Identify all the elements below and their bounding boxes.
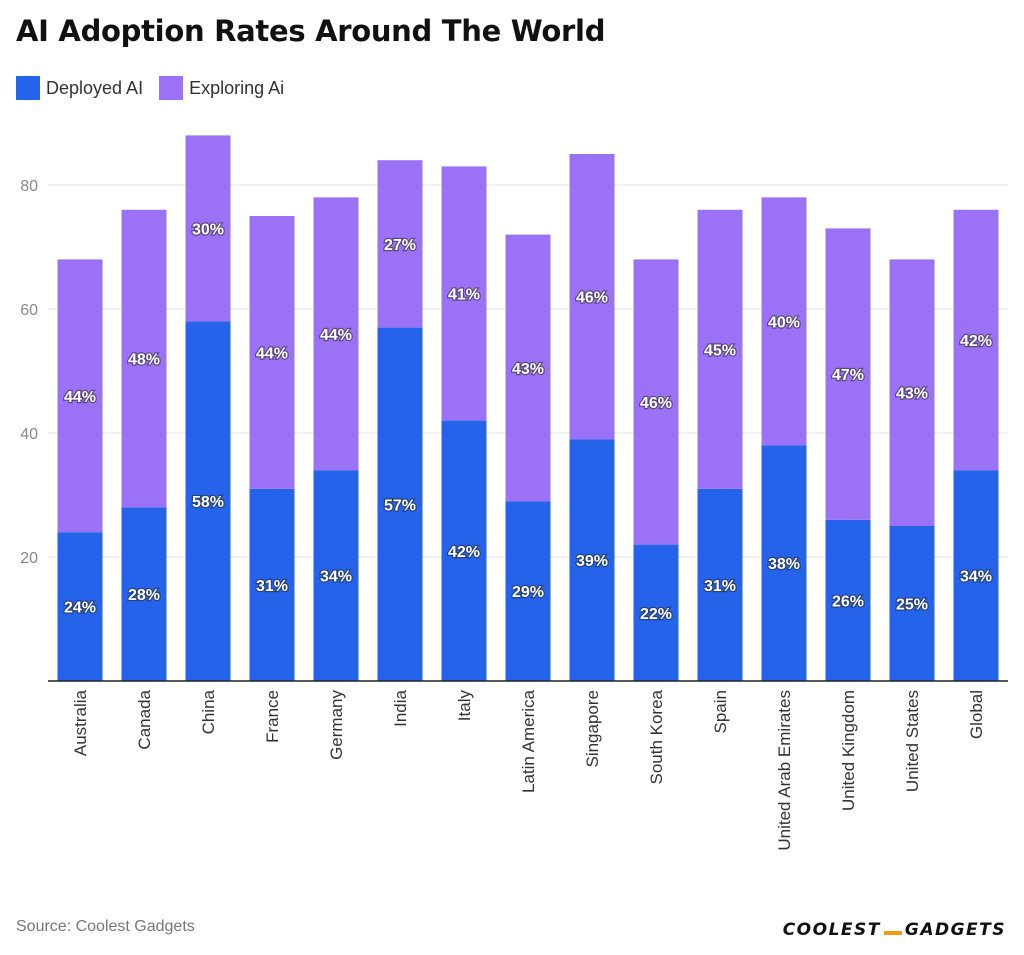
bar-deployed-ai-13 bbox=[889, 526, 935, 681]
x-tick-label-13: United States bbox=[903, 690, 922, 792]
legend-swatch-exploring bbox=[159, 76, 184, 100]
data-label-deployed-ai-0: 24% bbox=[64, 600, 96, 617]
x-tick-label-14: Global bbox=[967, 690, 986, 739]
data-label-exploring-ai-11: 40% bbox=[768, 314, 800, 331]
bar-exploring-ai-7 bbox=[505, 234, 551, 502]
bar-deployed-ai-0 bbox=[57, 532, 103, 681]
legend: Deployed AI Exploring Ai bbox=[16, 76, 284, 100]
data-label-exploring-ai-10: 45% bbox=[704, 342, 736, 359]
bar-deployed-ai-6 bbox=[441, 420, 487, 681]
data-label-exploring-ai-6: 41% bbox=[448, 287, 480, 304]
bar-exploring-ai-14 bbox=[953, 209, 999, 471]
bar-exploring-ai-9 bbox=[633, 259, 679, 545]
bar-exploring-ai-3 bbox=[249, 216, 295, 489]
brand-logo: COOLEST GADGETS bbox=[783, 920, 1006, 940]
bar-deployed-ai-12 bbox=[825, 519, 871, 681]
x-tick-label-0: Australia bbox=[71, 689, 90, 756]
legend-item-deployed: Deployed AI bbox=[16, 76, 143, 100]
legend-label-exploring: Exploring Ai bbox=[189, 77, 285, 98]
data-label-exploring-ai-14: 42% bbox=[960, 333, 992, 350]
y-tick-label-80: 80 bbox=[20, 178, 38, 195]
data-label-deployed-ai-4: 34% bbox=[320, 569, 352, 586]
bar-deployed-ai-10 bbox=[697, 488, 743, 681]
x-tick-label-7: Latin America bbox=[519, 689, 538, 793]
brand-word-2: GADGETS bbox=[904, 920, 1006, 940]
x-tick-label-10: Spain bbox=[711, 690, 730, 733]
stacked-bar-chart: 20 40 60 80 24% 44% Australia 28% 48% Canada 58% 30… bbox=[20, 135, 1008, 851]
y-tick-label-60: 60 bbox=[20, 302, 38, 319]
bar-deployed-ai-14 bbox=[953, 470, 999, 681]
source-note: Source: Coolest Gadgets bbox=[16, 918, 195, 935]
x-tick-label-11: United Arab Emirates bbox=[775, 690, 794, 851]
bar-deployed-ai-9 bbox=[633, 544, 679, 681]
data-label-deployed-ai-13: 25% bbox=[896, 597, 928, 614]
data-label-exploring-ai-0: 44% bbox=[64, 389, 96, 406]
bar-exploring-ai-1 bbox=[121, 209, 167, 508]
bar-deployed-ai-5 bbox=[377, 327, 423, 681]
data-label-deployed-ai-10: 31% bbox=[704, 578, 736, 595]
x-tick-label-12: United Kingdom bbox=[839, 690, 858, 811]
x-tick-label-3: France bbox=[263, 690, 282, 743]
data-label-exploring-ai-8: 46% bbox=[576, 290, 608, 307]
brand-dash bbox=[883, 931, 902, 935]
data-label-exploring-ai-9: 46% bbox=[640, 395, 672, 412]
bar-exploring-ai-11 bbox=[761, 197, 807, 446]
data-label-deployed-ai-2: 58% bbox=[192, 494, 224, 511]
bar-exploring-ai-12 bbox=[825, 228, 871, 520]
x-tick-label-2: China bbox=[199, 689, 218, 734]
bar-exploring-ai-8 bbox=[569, 154, 615, 440]
bar-deployed-ai-7 bbox=[505, 501, 551, 681]
data-label-exploring-ai-13: 43% bbox=[896, 386, 928, 403]
data-label-exploring-ai-1: 48% bbox=[128, 352, 160, 369]
data-label-exploring-ai-12: 47% bbox=[832, 367, 864, 384]
bar-exploring-ai-0 bbox=[57, 259, 103, 533]
bar-exploring-ai-4 bbox=[313, 197, 359, 471]
data-label-deployed-ai-14: 34% bbox=[960, 569, 992, 586]
bar-deployed-ai-2 bbox=[185, 321, 231, 681]
x-tick-label-4: Germany bbox=[327, 690, 346, 760]
bar-deployed-ai-3 bbox=[249, 488, 295, 681]
bar-exploring-ai-6 bbox=[441, 166, 487, 421]
bar-deployed-ai-8 bbox=[569, 439, 615, 681]
x-tick-label-1: Canada bbox=[135, 689, 154, 749]
data-label-exploring-ai-4: 44% bbox=[320, 327, 352, 344]
bar-deployed-ai-4 bbox=[313, 470, 359, 681]
bar-deployed-ai-11 bbox=[761, 445, 807, 681]
data-label-exploring-ai-3: 44% bbox=[256, 345, 288, 362]
bar-exploring-ai-5 bbox=[377, 160, 423, 328]
data-label-exploring-ai-7: 43% bbox=[512, 361, 544, 378]
y-tick-label-40: 40 bbox=[20, 426, 38, 443]
bar-deployed-ai-1 bbox=[121, 507, 167, 681]
x-tick-label-8: Singapore bbox=[583, 690, 602, 768]
data-label-deployed-ai-5: 57% bbox=[384, 497, 416, 514]
x-tick-label-5: India bbox=[391, 689, 410, 726]
chart-title: AI Adoption Rates Around The World bbox=[16, 14, 606, 48]
legend-label-deployed: Deployed AI bbox=[46, 77, 144, 98]
data-label-deployed-ai-12: 26% bbox=[832, 593, 864, 610]
data-label-deployed-ai-8: 39% bbox=[576, 553, 608, 570]
data-label-deployed-ai-11: 38% bbox=[768, 556, 800, 573]
brand-word-1: COOLEST bbox=[782, 920, 881, 940]
data-label-deployed-ai-6: 42% bbox=[448, 544, 480, 561]
legend-item-exploring: Exploring Ai bbox=[159, 76, 284, 100]
data-label-deployed-ai-9: 22% bbox=[640, 606, 672, 623]
bar-exploring-ai-13 bbox=[889, 259, 935, 526]
bar-exploring-ai-2 bbox=[185, 135, 231, 322]
x-tick-label-6: Italy bbox=[455, 690, 474, 722]
bar-exploring-ai-10 bbox=[697, 209, 743, 489]
data-label-exploring-ai-2: 30% bbox=[192, 221, 224, 238]
data-label-deployed-ai-7: 29% bbox=[512, 584, 544, 601]
y-tick-label-20: 20 bbox=[20, 550, 38, 567]
legend-swatch-deployed bbox=[16, 76, 40, 100]
x-tick-label-9: South Korea bbox=[647, 689, 666, 784]
data-label-deployed-ai-3: 31% bbox=[256, 578, 288, 595]
data-label-exploring-ai-5: 27% bbox=[384, 237, 416, 254]
data-label-deployed-ai-1: 28% bbox=[128, 587, 160, 604]
